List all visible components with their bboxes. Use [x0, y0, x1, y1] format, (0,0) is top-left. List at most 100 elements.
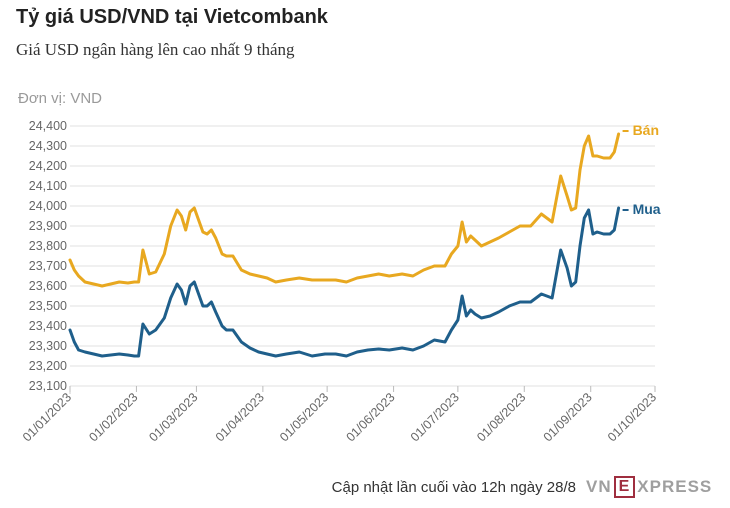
y-tick-label: 23,600	[29, 279, 67, 293]
data-point	[176, 283, 178, 285]
y-tick-label: 24,000	[29, 199, 67, 213]
data-point	[422, 269, 425, 271]
chart-title: Tỷ giá USD/VND tại Vietcombank	[16, 6, 328, 28]
data-point	[148, 333, 151, 335]
data-point	[388, 275, 391, 277]
data-point	[596, 155, 598, 157]
data-point	[587, 135, 590, 137]
data-point	[169, 297, 172, 299]
series-end-labels: Bán Mua	[622, 122, 661, 217]
x-tick-label: 01/07/2023	[408, 390, 462, 444]
grid-lines	[70, 125, 655, 387]
data-point	[101, 355, 103, 357]
data-point	[422, 345, 425, 347]
data-point	[202, 231, 204, 233]
data-point	[221, 325, 223, 327]
data-point	[118, 353, 121, 355]
data-point	[457, 319, 459, 321]
y-tick-label: 24,100	[29, 179, 67, 193]
data-point	[356, 277, 358, 279]
data-point	[367, 275, 369, 277]
data-point	[298, 277, 301, 279]
data-point	[574, 281, 577, 283]
data-point	[412, 349, 414, 351]
series-line-ban	[68, 132, 621, 288]
data-point	[345, 355, 348, 357]
y-tick-label: 23,700	[29, 259, 67, 273]
series-line-mua	[68, 206, 621, 358]
line-chart: 23,100 23,200 23,300 23,400 23,500 23,600 23,7…	[20, 119, 661, 444]
data-point	[184, 229, 187, 231]
data-point	[401, 347, 403, 349]
data-point	[559, 249, 562, 251]
data-point	[84, 281, 86, 283]
data-point	[529, 301, 532, 303]
data-point	[579, 245, 581, 247]
data-point	[210, 301, 213, 303]
data-point	[602, 233, 605, 235]
data-point	[587, 209, 590, 211]
data-point	[583, 145, 586, 147]
data-point	[163, 253, 166, 255]
x-tick-label: 01/06/2023	[344, 390, 398, 444]
data-point	[540, 293, 543, 295]
data-point	[127, 282, 129, 284]
data-point	[127, 354, 129, 356]
data-point	[469, 309, 472, 311]
data-point	[193, 207, 196, 209]
data-point	[474, 313, 476, 315]
data-point	[189, 211, 191, 213]
x-tick-label: 01/03/2023	[146, 390, 200, 444]
data-point	[497, 311, 500, 313]
data-point	[540, 213, 543, 215]
data-point	[559, 175, 562, 177]
data-point	[579, 169, 581, 171]
data-point	[169, 225, 172, 227]
data-point	[474, 239, 476, 241]
data-point	[214, 237, 217, 239]
data-point	[508, 305, 511, 307]
y-tick-label: 24,300	[29, 139, 67, 153]
data-point	[266, 277, 268, 279]
data-point	[570, 285, 573, 287]
data-point	[551, 297, 553, 299]
y-axis: 23,100 23,200 23,300 23,400 23,500 23,600 23,7…	[29, 119, 67, 393]
data-point	[324, 279, 326, 281]
data-point	[412, 275, 414, 277]
data-point	[249, 347, 251, 349]
data-point	[345, 281, 348, 283]
data-point	[465, 241, 468, 243]
data-point	[210, 229, 213, 231]
data-point	[298, 351, 301, 353]
data-point	[613, 229, 616, 231]
data-point	[69, 259, 71, 261]
data-point	[257, 351, 260, 353]
logo-box-letter: E	[613, 476, 636, 498]
data-point	[609, 233, 611, 235]
data-point	[133, 355, 136, 357]
data-point	[197, 219, 200, 221]
x-tick-label: 01/04/2023	[213, 390, 267, 444]
data-point	[334, 353, 337, 355]
data-point	[240, 341, 243, 343]
data-point	[133, 281, 136, 283]
data-point	[274, 281, 277, 283]
data-point	[206, 305, 208, 307]
data-point	[596, 231, 598, 233]
x-tick-label: 01/09/2023	[541, 390, 595, 444]
data-point	[334, 279, 337, 281]
logo-text-right: XPRESS	[637, 477, 713, 496]
vnexpress-logo: VN E XPRESS	[586, 474, 712, 500]
y-axis-unit-label: Đơn vị: VND	[18, 90, 103, 107]
data-point	[465, 315, 468, 317]
data-point	[566, 267, 568, 269]
data-point	[137, 355, 140, 357]
data-point	[109, 283, 112, 285]
data-point	[367, 349, 369, 351]
last-updated-note: Cập nhật lần cuối vào 12h ngày 28/8	[331, 479, 576, 496]
series-end-label-ban: Bán	[633, 122, 659, 138]
data-point	[551, 221, 553, 223]
data-point	[163, 317, 166, 319]
data-point	[197, 293, 200, 295]
data-point	[592, 155, 594, 157]
